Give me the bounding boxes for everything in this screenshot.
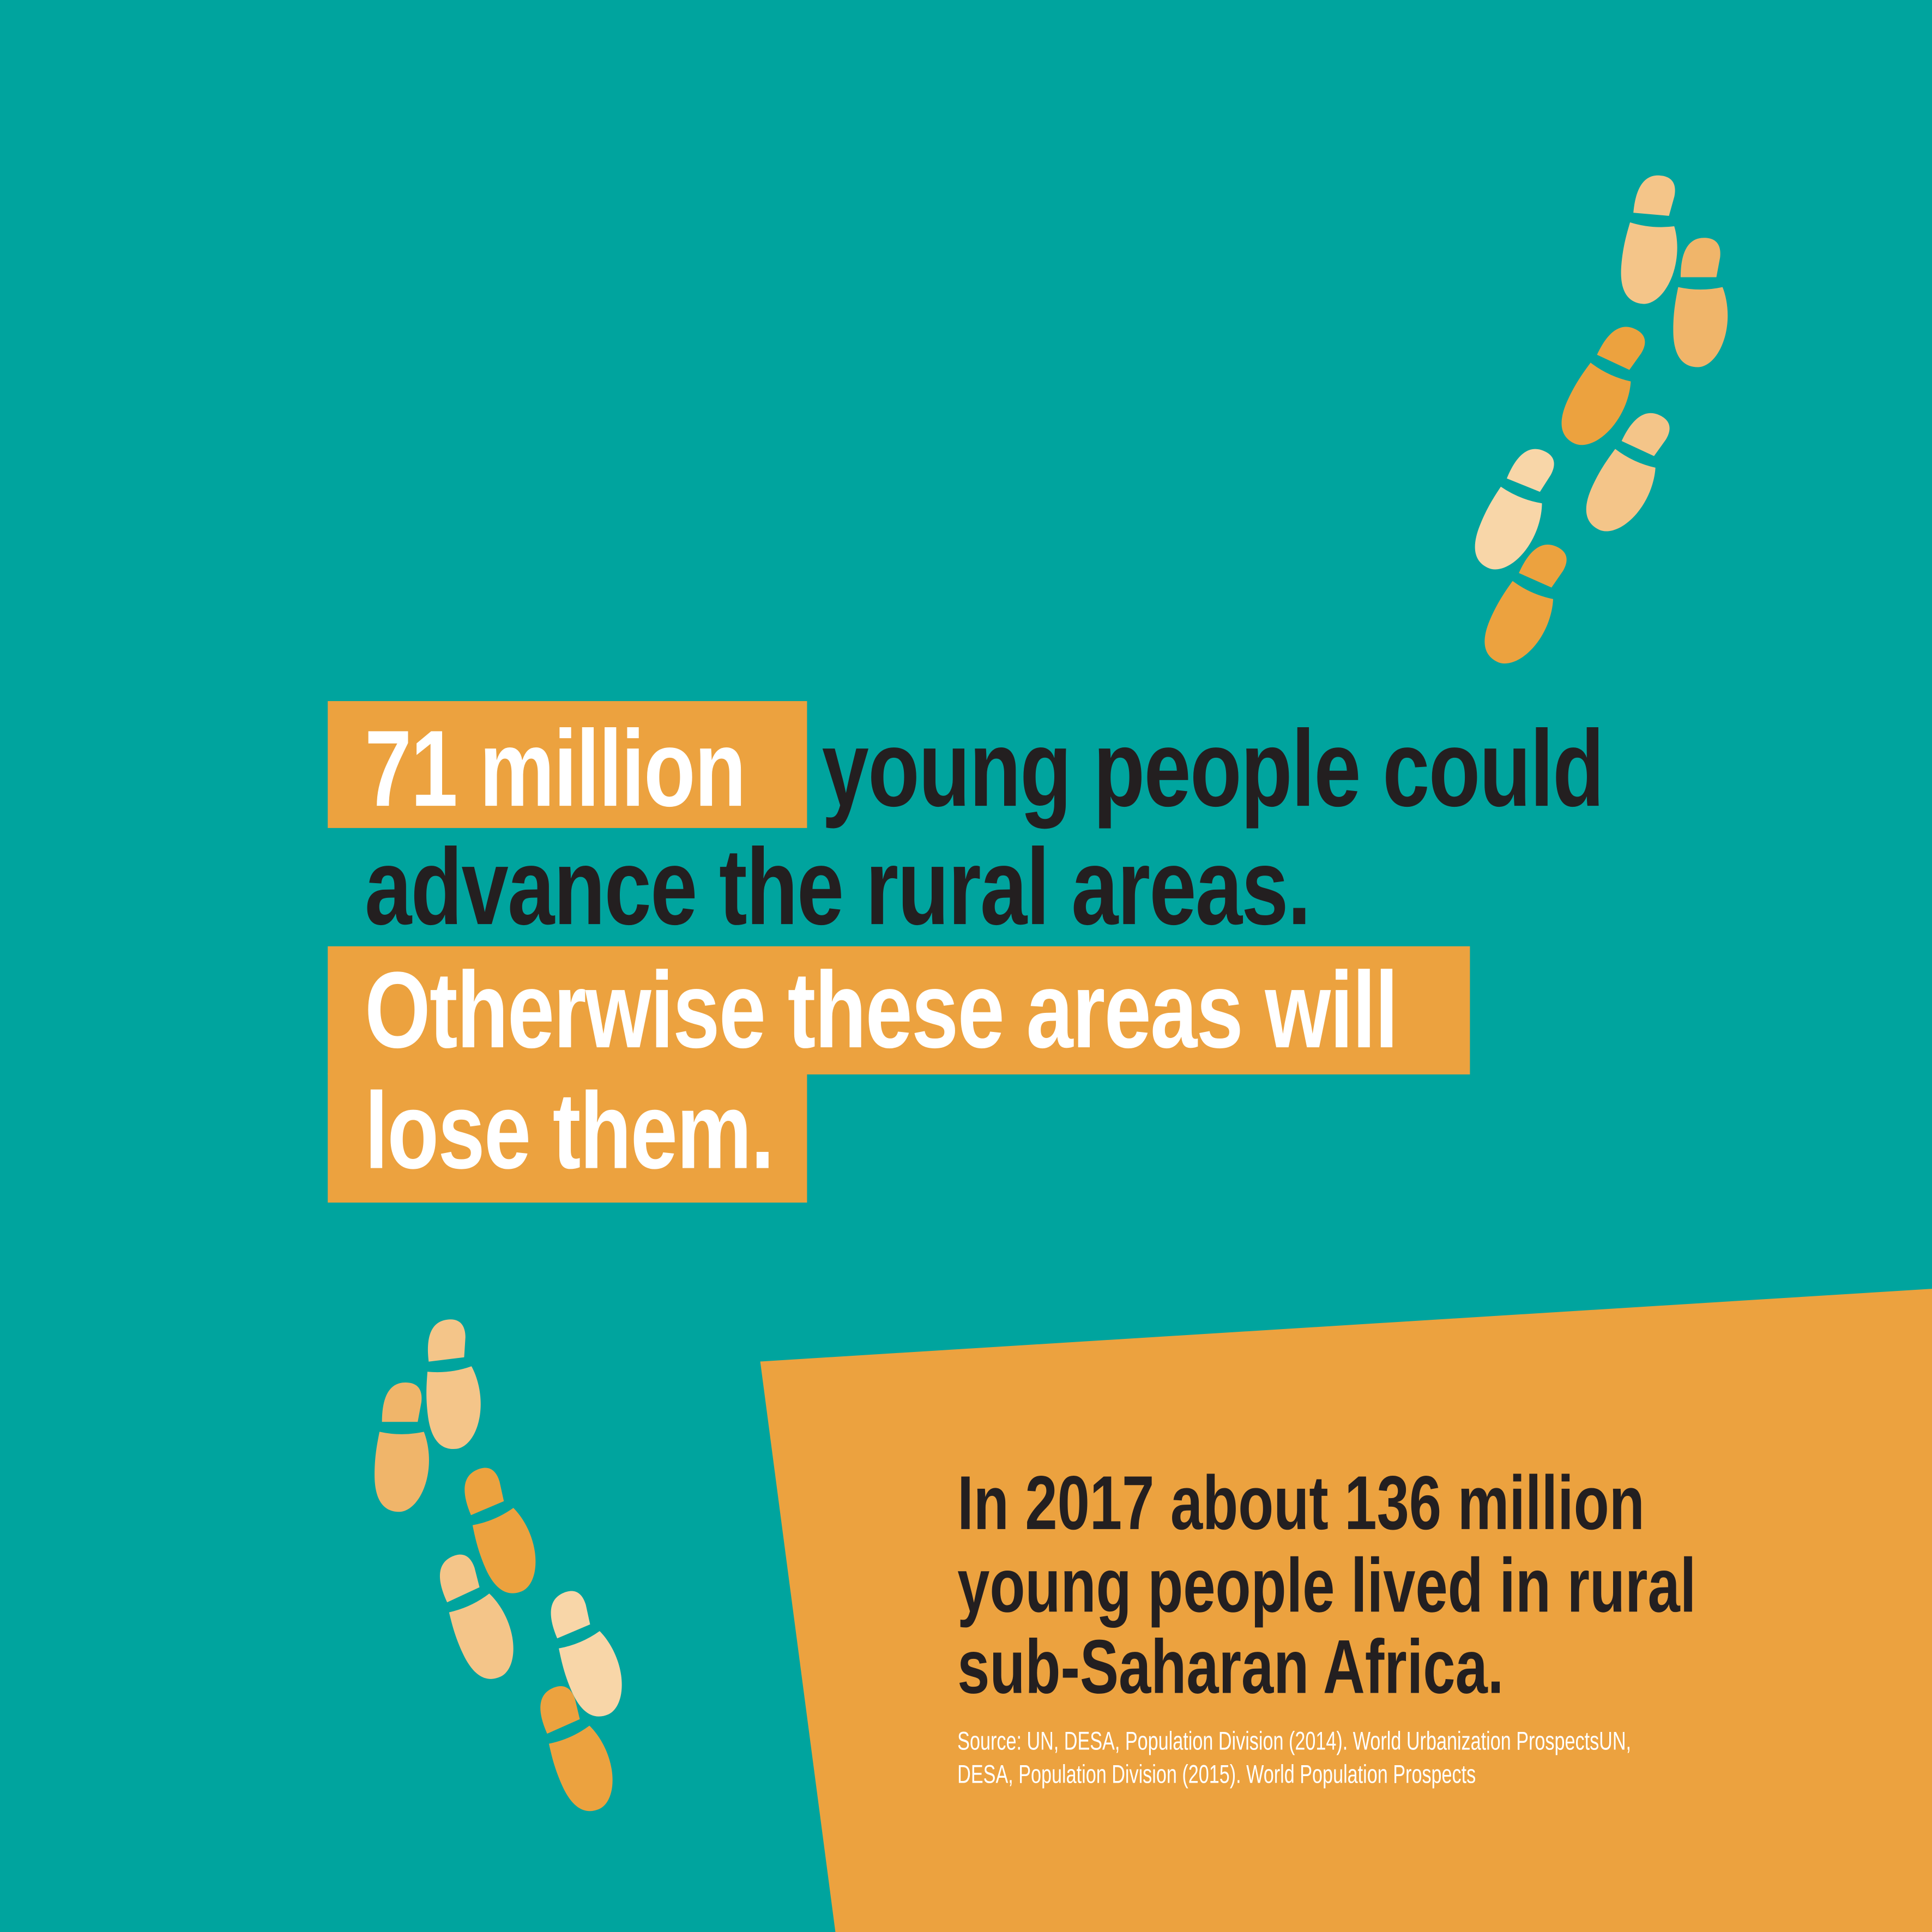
headline-line-3: Otherwise these areas will [365, 949, 1398, 1071]
footprint-icon [1673, 238, 1728, 367]
source-line-1: Source: UN, DESA, Population Division (2… [957, 1727, 1632, 1756]
orange-panel [760, 1289, 1932, 1932]
source-line-2: DESA, Population Division (2015). World … [957, 1760, 1476, 1789]
headline-highlight-number: 71 million [365, 707, 746, 830]
highlight-box-3 [328, 1073, 807, 1203]
fact-line-2: young people lived in rural [957, 1544, 1696, 1629]
footprints-icon-top-right [1466, 173, 1728, 674]
highlight-box-2 [328, 946, 1470, 1074]
footprint-icon [1618, 173, 1684, 307]
highlight-box-1 [328, 701, 807, 828]
footprint-icon [416, 1317, 487, 1452]
headline-line-4: lose them. [365, 1069, 774, 1192]
footprints-icon-bottom-left [375, 1317, 636, 1819]
footprint-icon [375, 1382, 429, 1512]
fact-line-3: sub-Saharan Africa. [957, 1625, 1504, 1711]
fact-line-1: In 2017 about 136 million [957, 1461, 1645, 1547]
headline-line-2: advance the rural areas. [365, 825, 1311, 948]
headline-line-1: young people could [822, 707, 1604, 830]
